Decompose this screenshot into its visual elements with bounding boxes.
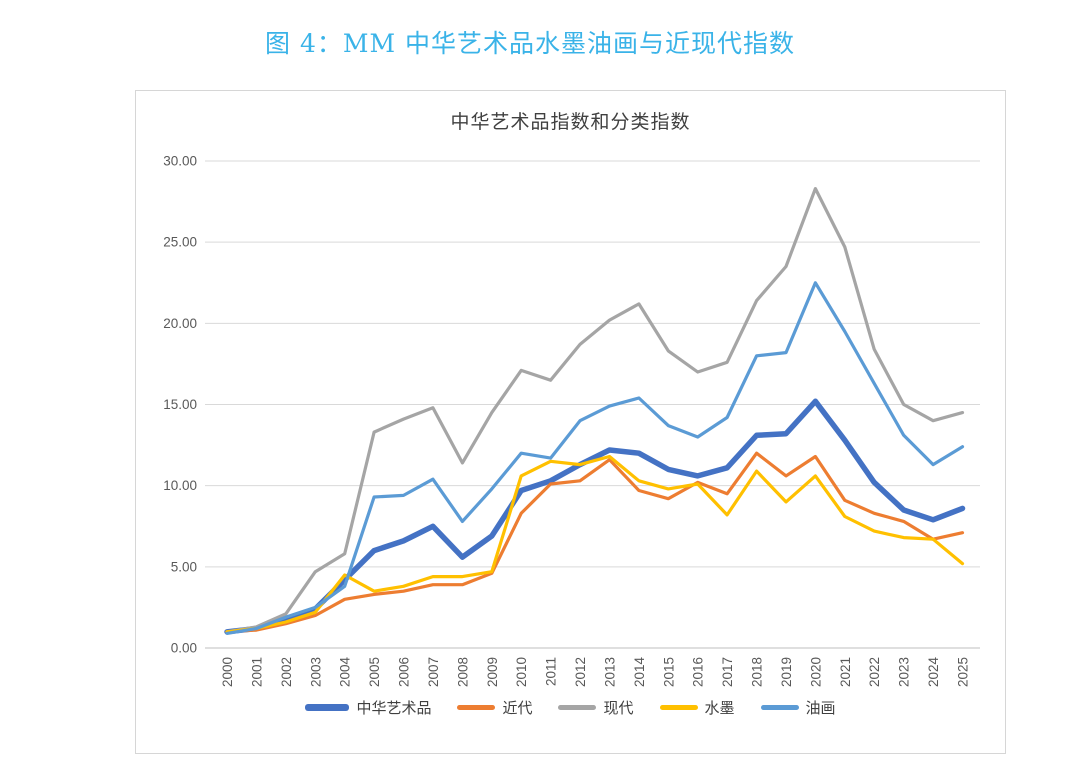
legend-swatch-4: [760, 705, 799, 710]
y-tick-label: 25.00: [163, 235, 197, 250]
x-tick-label: 2020: [808, 657, 823, 687]
x-tick-label: 2005: [367, 657, 382, 687]
y-tick-label: 15.00: [163, 397, 197, 412]
x-tick-label: 2017: [720, 657, 735, 687]
legend-item-1: 近代: [457, 697, 532, 718]
x-tick-label: 2001: [249, 657, 264, 687]
x-tick-label: 2023: [897, 657, 912, 687]
series-line-4: [225, 281, 965, 636]
x-tick-label: 2014: [632, 657, 647, 688]
legend-item-0: 中华艺术品: [305, 697, 431, 718]
x-tick-label: 2002: [279, 657, 294, 687]
legend-item-2: 现代: [558, 697, 634, 718]
x-tick-label: 2007: [426, 657, 441, 687]
series-line-1: [225, 451, 965, 634]
x-tick-label: 2016: [691, 657, 706, 687]
x-tick-label: 2019: [779, 657, 794, 687]
chart-legend: 中华艺术品 近代 现代 水墨 油画: [136, 697, 1005, 718]
line-chart: 0.00 5.00 10.00 15.00 20.00 25.00 30.00 2000 200…: [163, 154, 980, 688]
x-tick-label: 2011: [544, 657, 559, 686]
legend-label-1: 近代: [502, 700, 533, 717]
x-tick-label: 2004: [338, 657, 353, 688]
x-tick-label: 2003: [308, 657, 323, 687]
x-tick-label: 2015: [661, 657, 676, 687]
series-line-2: [225, 186, 965, 634]
chart-title: 中华艺术品指数和分类指数: [450, 112, 691, 133]
x-tick-label: 2009: [485, 657, 500, 687]
x-tick-label: 2025: [956, 657, 971, 687]
y-tick-label: 30.00: [163, 154, 197, 169]
x-tick-label: 2013: [602, 657, 617, 687]
x-tick-label: 2010: [514, 657, 529, 687]
legend-swatch-0: [305, 704, 350, 711]
x-tick-label: 2022: [867, 657, 882, 687]
legend-swatch-1: [457, 705, 496, 710]
x-tick-label: 2000: [220, 657, 235, 687]
x-tick-label: 2006: [397, 657, 412, 687]
x-tick-label: 2012: [573, 657, 588, 687]
chart-frame: 中华艺术品指数和分类指数 0.00 5.00 10.00 15.00 20.00 25.0…: [135, 90, 1006, 754]
legend-label-2: 现代: [603, 700, 634, 717]
x-tick-label: 2008: [455, 657, 470, 687]
x-tick-label: 2024: [926, 657, 941, 688]
legend-label-4: 油画: [805, 700, 836, 717]
legend-item-4: 油画: [760, 697, 836, 718]
figure-caption: 图 4：MM 中华艺术品水墨油画与近现代指数: [265, 29, 795, 58]
legend-item-3: 水墨: [659, 697, 735, 718]
y-tick-label: 20.00: [163, 316, 197, 331]
legend-swatch-3: [659, 705, 698, 710]
series-line-3: [225, 454, 965, 634]
y-tick-label: 5.00: [171, 559, 197, 574]
y-tick-label: 0.00: [171, 641, 197, 656]
x-tick-label: 2018: [750, 657, 765, 687]
legend-swatch-2: [558, 705, 597, 710]
series-line-0: [224, 398, 966, 635]
x-tick-label: 2021: [838, 657, 853, 687]
legend-label-3: 水墨: [704, 700, 735, 717]
y-tick-label: 10.00: [163, 478, 197, 493]
legend-label-0: 中华艺术品: [356, 700, 432, 717]
